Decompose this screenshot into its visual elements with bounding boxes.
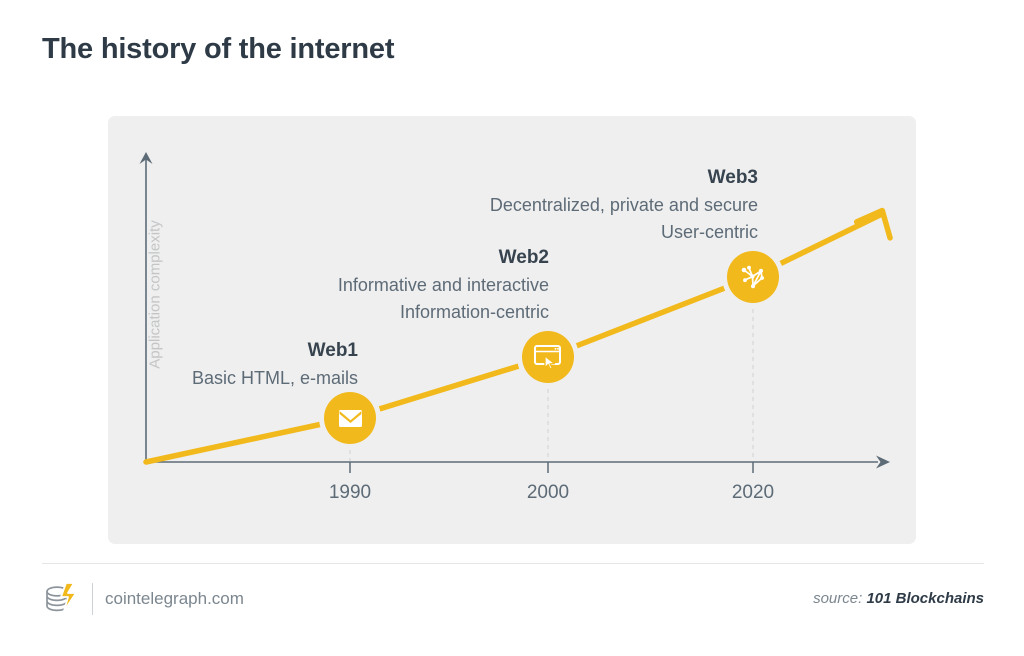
footer-source-name: 101 Blockchains <box>866 590 984 607</box>
footer-source: source: 101 Blockchains <box>813 590 984 607</box>
footer-source-prefix: source: <box>813 590 863 607</box>
browser-window-icon <box>534 344 562 370</box>
x-axis-arrowhead-icon <box>876 455 890 469</box>
annotation-web3-line-2: User-centric <box>660 222 758 243</box>
x-tick-label-2000: 2000 <box>526 482 570 503</box>
trend-arrowhead-icon <box>853 207 893 241</box>
annotation-web3: Web3 Decentralized, private and secure U… <box>108 163 758 246</box>
annotation-web3-title: Web3 <box>707 167 758 188</box>
annotation-web3-line-1: Decentralized, private and secure <box>489 195 758 216</box>
footer-vertical-divider <box>92 583 93 615</box>
page-title: The history of the internet <box>42 33 395 65</box>
annotation-web2-line-2: Information-centric <box>399 302 549 323</box>
network-nodes-icon <box>739 263 767 291</box>
y-axis-arrowhead-icon <box>139 152 153 164</box>
annotation-web1: Web1 Basic HTML, e-mails <box>108 336 358 392</box>
footer-website-label[interactable]: cointelegraph.com <box>105 589 244 608</box>
x-tick-label-1990: 1990 <box>328 482 372 503</box>
footer-divider-rule <box>42 563 984 564</box>
annotation-web2: Web2 Informative and interactive Informa… <box>108 243 549 326</box>
annotation-web2-title: Web2 <box>498 247 549 268</box>
annotation-web2-line-1: Informative and interactive <box>337 275 549 296</box>
annotation-web1-line-1: Basic HTML, e-mails <box>191 368 358 389</box>
chart-panel: Application complexity 1990 2000 2020 We… <box>108 116 916 544</box>
cointelegraph-logo-icon <box>42 580 82 618</box>
envelope-icon <box>338 409 363 428</box>
marker-web3[interactable] <box>727 251 779 303</box>
annotation-web1-title: Web1 <box>307 340 358 361</box>
x-tick-label-2020: 2020 <box>731 482 775 503</box>
marker-web2[interactable] <box>522 331 574 383</box>
marker-web1[interactable] <box>324 392 376 444</box>
